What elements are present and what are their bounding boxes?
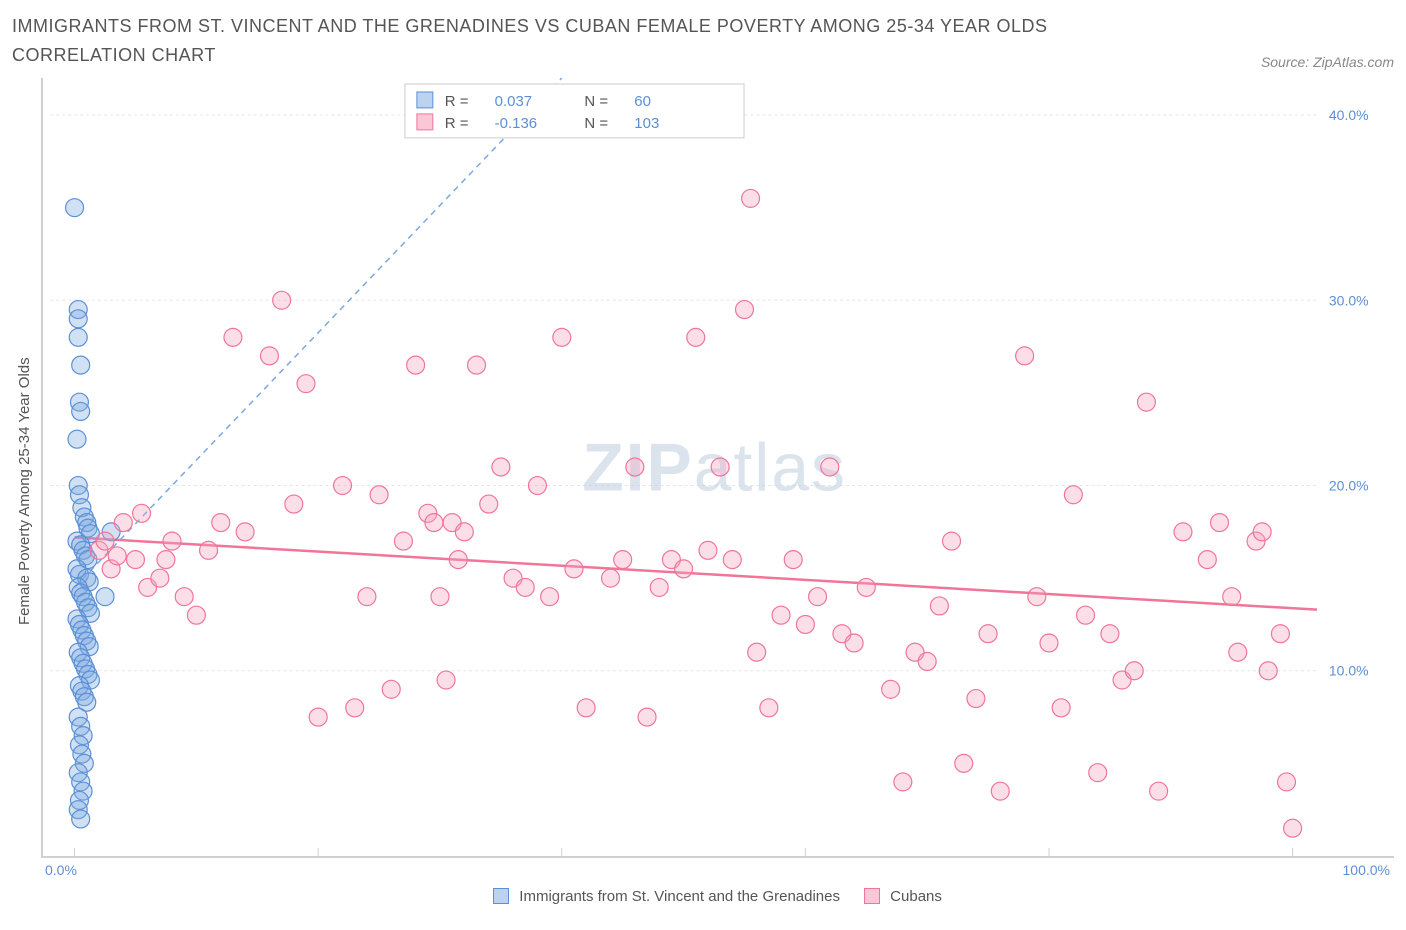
chart-area: Female Poverty Among 25-34 Year Olds 10.…	[12, 78, 1394, 905]
legend-swatch-pink	[864, 888, 880, 904]
legend-label-series1: Immigrants from St. Vincent and the Gren…	[519, 888, 840, 905]
chart-header: IMMIGRANTS FROM ST. VINCENT AND THE GREN…	[12, 12, 1394, 70]
svg-text:R =: R =	[445, 93, 469, 110]
x-max-label: 100.0%	[1343, 862, 1390, 878]
svg-text:N =: N =	[584, 114, 608, 131]
svg-text:20.0%: 20.0%	[1329, 477, 1369, 493]
x-axis-labels: 0.0% 100.0%	[41, 862, 1394, 878]
legend-label-series2: Cubans	[890, 888, 942, 905]
legend-swatch-blue	[493, 888, 509, 904]
x-min-label: 0.0%	[45, 862, 77, 878]
bottom-legend: Immigrants from St. Vincent and the Gren…	[41, 888, 1394, 905]
source-label: Source: ZipAtlas.com	[1261, 54, 1394, 70]
legend-item-series1: Immigrants from St. Vincent and the Gren…	[493, 888, 840, 905]
svg-text:-0.136: -0.136	[495, 114, 537, 131]
svg-text:40.0%: 40.0%	[1329, 107, 1369, 123]
y-axis-label: Female Poverty Among 25-34 Year Olds	[12, 78, 37, 905]
svg-text:10.0%: 10.0%	[1329, 662, 1369, 678]
svg-text:N =: N =	[584, 93, 608, 110]
svg-text:60: 60	[634, 93, 651, 110]
svg-text:R =: R =	[445, 114, 469, 131]
chart-title: IMMIGRANTS FROM ST. VINCENT AND THE GREN…	[12, 12, 1112, 70]
svg-text:30.0%: 30.0%	[1329, 292, 1369, 308]
plot-container: 10.0%20.0%30.0%40.0%ZIPatlasR =0.037N =6…	[41, 78, 1394, 905]
scatter-plot: 10.0%20.0%30.0%40.0%ZIPatlasR =0.037N =6…	[41, 78, 1394, 858]
svg-text:103: 103	[634, 114, 659, 131]
legend-item-series2: Cubans	[864, 888, 942, 905]
svg-text:0.037: 0.037	[495, 93, 532, 110]
